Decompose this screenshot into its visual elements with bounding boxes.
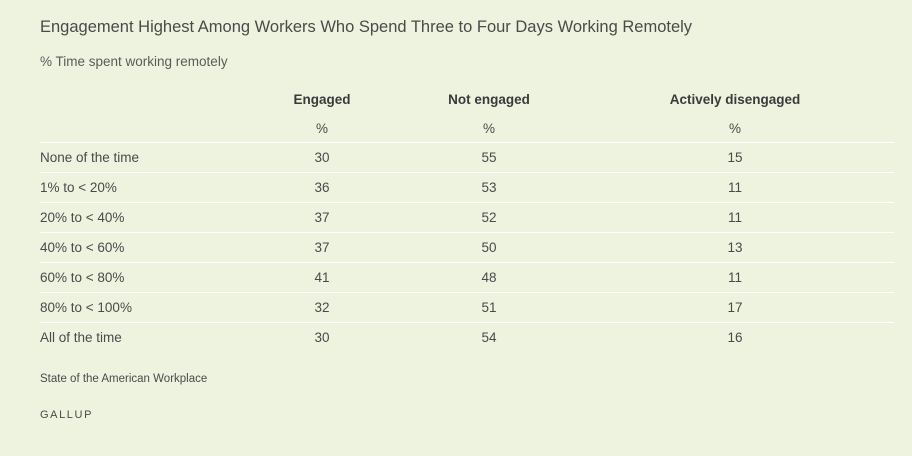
table-row: 60% to < 80% 41 48 11 (40, 262, 894, 293)
unit-cell: % (576, 114, 894, 143)
row-label: 80% to < 100% (40, 292, 242, 323)
header-row: Engaged Not engaged Actively disengaged (40, 84, 894, 114)
actively-disengaged-value: 11 (576, 202, 894, 233)
not-engaged-value: 48 (402, 262, 576, 293)
engaged-value: 30 (314, 330, 330, 345)
not-engaged-value: 53 (402, 172, 576, 203)
actively-disengaged-value: 16 (727, 330, 743, 345)
chart-title: Engagement Highest Among Workers Who Spe… (40, 18, 693, 36)
row-label: 20% to < 40% (40, 202, 242, 233)
unit-cell: % (402, 114, 576, 143)
actively-disengaged-value: 11 (576, 262, 894, 293)
row-label: 1% to < 20% (40, 172, 242, 203)
table-body: None of the time 30 55 15 1% to < 20% 36 53 11 2… (40, 142, 894, 353)
engaged-value: 30 (242, 142, 402, 173)
engaged-value: 41 (242, 262, 402, 293)
table-row: 80% to < 100% 32 51 17 (40, 292, 894, 323)
column-header-not-engaged: Not engaged (448, 91, 530, 107)
column-header-label (40, 84, 242, 114)
column-header-engaged: Engaged (293, 91, 351, 107)
table-row: 20% to < 40% 37 52 11 (40, 202, 894, 233)
engaged-value: 36 (242, 172, 402, 203)
engaged-value: 37 (242, 202, 402, 233)
data-table: Engaged Not engaged Actively disengaged … (40, 84, 894, 352)
table-row: None of the time 30 55 15 (40, 142, 894, 173)
row-label: None of the time (40, 142, 242, 173)
table-row: 40% to < 60% 37 50 13 (40, 232, 894, 263)
units-row: % % % (40, 114, 894, 143)
not-engaged-value: 51 (402, 292, 576, 323)
actively-disengaged-value: 11 (576, 172, 894, 203)
unit-cell: % (242, 114, 402, 143)
actively-disengaged-value: 13 (576, 232, 894, 263)
engaged-value: 37 (242, 232, 402, 263)
row-label: 60% to < 80% (40, 262, 242, 293)
table-row: All of the time 30 54 16 (40, 323, 894, 353)
source-note: State of the American Workplace (40, 373, 208, 385)
brand-logo: GALLUP (40, 409, 94, 421)
engaged-value: 32 (242, 292, 402, 323)
not-engaged-value: 54 (481, 330, 497, 345)
not-engaged-value: 52 (402, 202, 576, 233)
column-header-actively-disengaged: Actively disengaged (669, 91, 801, 107)
not-engaged-value: 50 (402, 232, 576, 263)
chart-subtitle: % Time spent working remotely (40, 54, 228, 69)
not-engaged-value: 55 (402, 142, 576, 173)
unit-cell (40, 114, 242, 143)
actively-disengaged-value: 17 (576, 292, 894, 323)
row-label: All of the time (40, 330, 122, 345)
table-row: 1% to < 20% 36 53 11 (40, 172, 894, 203)
row-label: 40% to < 60% (40, 232, 242, 263)
actively-disengaged-value: 15 (576, 142, 894, 173)
